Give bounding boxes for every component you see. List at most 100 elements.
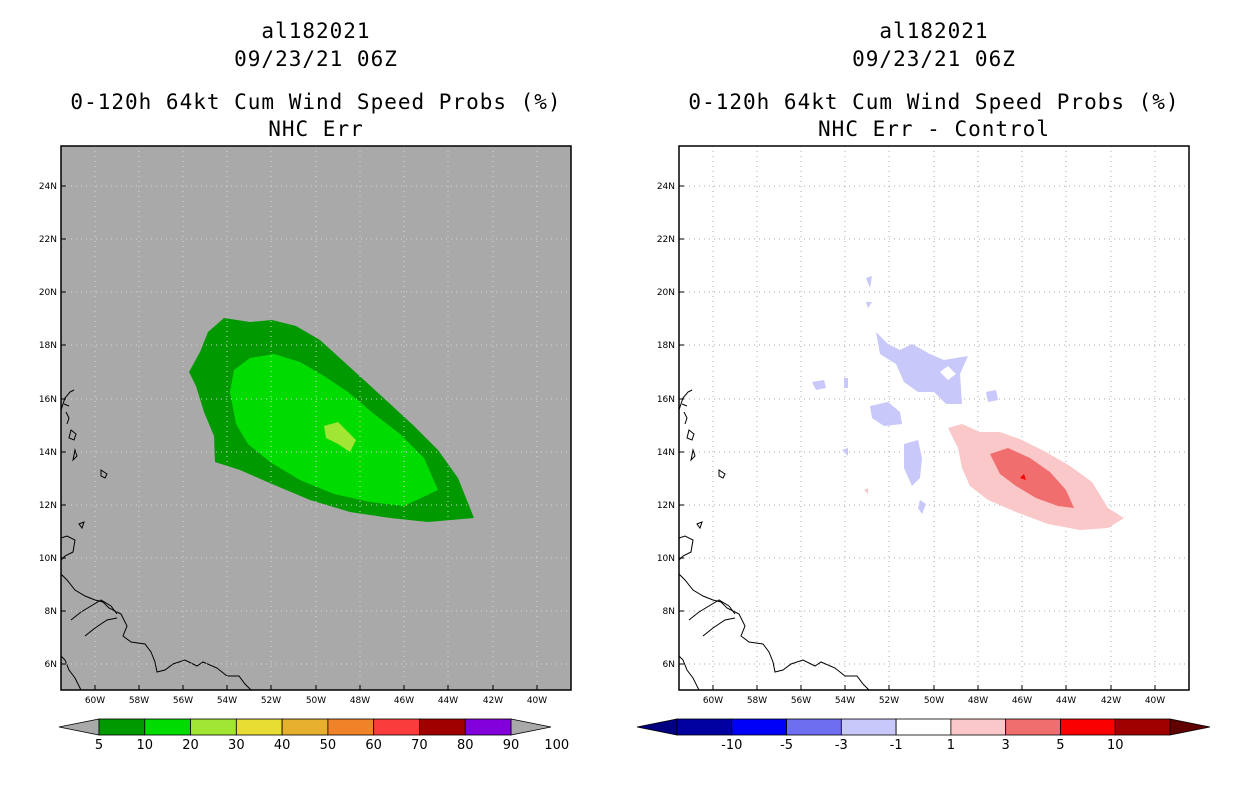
x-tick-label: 44W [438, 696, 458, 706]
colorbar-swatch [144, 718, 191, 736]
left-storm-id: al182021 [261, 19, 371, 43]
colorbar-label: 5 [1056, 738, 1064, 753]
y-tick-label: 6N [45, 660, 57, 670]
colorbar-label: -1 [890, 738, 903, 753]
y-tick-label: 8N [663, 607, 675, 617]
right-title-block: al182021 09/23/21 06Z 0-120h 64kt Cum Wi… [678, 0, 1190, 141]
y-tick-label: 6N [663, 660, 675, 670]
x-tick-label: 48W [968, 696, 988, 706]
y-tick-label: 24N [657, 182, 675, 192]
colorbar-label: 30 [228, 738, 245, 753]
right-map: 60W 58W 56W 54W 52W 50W 48W 46W 44W 42W 40W 24N 22N… [636, 145, 1211, 753]
colorbar-high-arrow [510, 718, 552, 736]
left-subtitle: NHC Err [268, 117, 364, 141]
y-tick-label: 20N [39, 288, 57, 298]
colorbar-label: 70 [411, 738, 428, 753]
right-x-axis: 60W 58W 56W 54W 52W 50W 48W 46W 44W 42W 40W [703, 685, 1165, 706]
x-tick-label: 44W [1056, 696, 1076, 706]
right-negative-diff-contours [812, 276, 998, 514]
x-tick-label: 52W [879, 696, 899, 706]
y-tick-label: 10N [657, 554, 675, 564]
left-x-axis: 60W 58W 56W 54W 52W 50W 48W 46W 44W 42W 40W [85, 685, 547, 706]
x-tick-label: 58W [747, 696, 767, 706]
x-tick-label: 56W [791, 696, 811, 706]
colorbar-label: 100 [544, 738, 569, 753]
colorbar-swatch [840, 718, 897, 736]
colorbar-label: -3 [835, 738, 848, 753]
colorbar-swatch [676, 718, 733, 736]
left-prob-20-contour [324, 422, 356, 452]
colorbar-label: 80 [457, 738, 474, 753]
y-tick-label: 20N [657, 288, 675, 298]
colorbar-swatch [190, 718, 237, 736]
colorbar-label: 3 [1002, 738, 1010, 753]
y-tick-label: 22N [39, 235, 57, 245]
right-positive-diff-contours [864, 424, 1124, 530]
y-tick-label: 16N [39, 395, 57, 405]
colorbar-high-arrow [1169, 718, 1211, 736]
right-colorbar: -10 -5 -3 -1 1 3 5 10 [636, 718, 1211, 753]
colorbar-label: 5 [95, 738, 103, 753]
colorbar-label: 50 [320, 738, 337, 753]
colorbar-swatch [464, 718, 512, 736]
x-tick-label: 42W [483, 696, 503, 706]
y-tick-label: 10N [39, 554, 57, 564]
colorbar-label: -10 [721, 738, 742, 753]
y-tick-label: 12N [39, 501, 57, 511]
x-tick-label: 52W [261, 696, 281, 706]
right-subtitle: NHC Err - Control [818, 117, 1050, 141]
x-tick-label: 58W [129, 696, 149, 706]
right-storm-id: al182021 [879, 19, 989, 43]
x-tick-label: 50W [924, 696, 944, 706]
colorbar-swatch [373, 718, 420, 736]
right-map-background [679, 146, 1189, 690]
x-tick-label: 60W [703, 696, 723, 706]
colorbar-swatch [281, 718, 329, 736]
colorbar-swatch [950, 718, 1007, 736]
x-tick-label: 56W [173, 696, 193, 706]
left-product-title: 0-120h 64kt Cum Wind Speed Probs (%) [70, 90, 562, 114]
colorbar-label: 10 [1107, 738, 1124, 753]
x-tick-label: 50W [306, 696, 326, 706]
left-y-axis: 24N 22N 20N 18N 16N 14N 12N 10N 8N 6N [39, 182, 66, 670]
y-tick-label: 24N [39, 182, 57, 192]
y-tick-label: 18N [39, 341, 57, 351]
left-map: 60W 58W 56W 54W 52W 50W 48W 46W 44W 42W 40W 24N 22N… [39, 145, 572, 753]
colorbar-swatch [895, 718, 952, 736]
colorbar-low-arrow [58, 718, 100, 736]
x-tick-label: 40W [527, 696, 547, 706]
x-tick-label: 54W [217, 696, 237, 706]
left-grid [61, 146, 571, 690]
colorbar-swatch [235, 718, 283, 736]
colorbar-label: 90 [503, 738, 520, 753]
colorbar-swatch [1060, 718, 1116, 736]
x-tick-label: 48W [350, 696, 370, 706]
x-tick-label: 40W [1145, 696, 1165, 706]
y-tick-label: 18N [657, 341, 675, 351]
left-title-block: al182021 09/23/21 06Z 0-120h 64kt Cum Wi… [60, 0, 572, 141]
colorbar-label: 60 [365, 738, 382, 753]
colorbar-swatch [1114, 718, 1171, 736]
colorbar-swatch [98, 718, 146, 736]
y-tick-label: 14N [39, 448, 57, 458]
y-tick-label: 8N [45, 607, 57, 617]
colorbar-swatch [731, 718, 787, 736]
y-tick-label: 22N [657, 235, 675, 245]
right-y-axis: 24N 22N 20N 18N 16N 14N 12N 10N 8N 6N [657, 182, 684, 670]
left-colorbar: 5 10 20 30 40 50 60 70 80 90 100 [58, 718, 569, 753]
colorbar-swatch [327, 718, 375, 736]
x-tick-label: 46W [1012, 696, 1032, 706]
colorbar-low-arrow [636, 718, 678, 736]
y-tick-label: 14N [657, 448, 675, 458]
x-tick-label: 54W [835, 696, 855, 706]
x-tick-label: 60W [85, 696, 105, 706]
colorbar-label: 40 [274, 738, 291, 753]
colorbar-label: -5 [780, 738, 793, 753]
y-tick-label: 16N [657, 395, 675, 405]
colorbar-swatch [419, 718, 466, 736]
x-tick-label: 46W [394, 696, 414, 706]
colorbar-swatch [1005, 718, 1061, 736]
left-datetime: 09/23/21 06Z [234, 47, 398, 71]
y-tick-label: 12N [657, 501, 675, 511]
